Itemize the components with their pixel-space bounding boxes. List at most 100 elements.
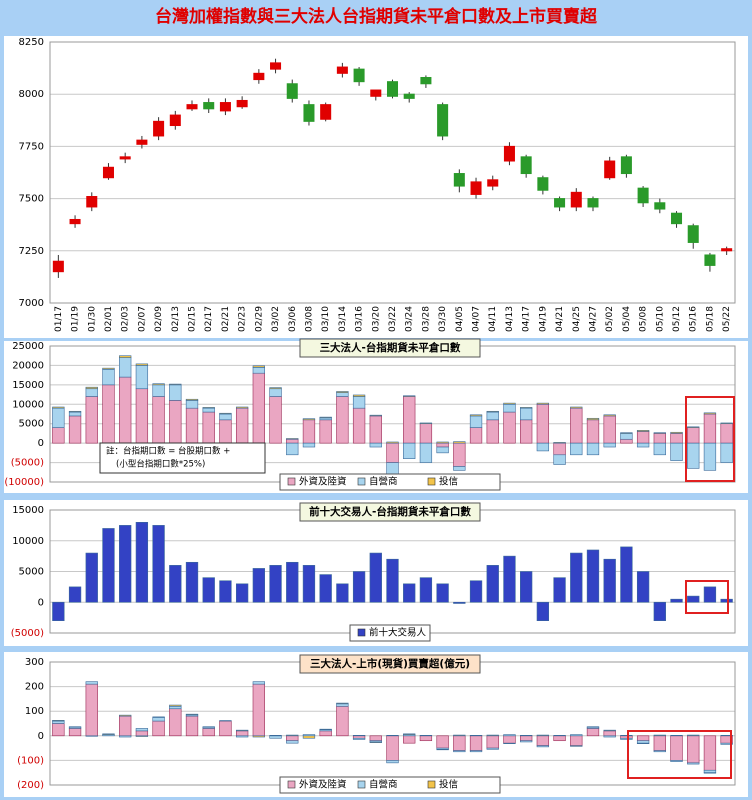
note-text: 註：台指期口數 = 台股期口數 + — [106, 446, 230, 457]
bar — [653, 442, 666, 456]
bar — [636, 735, 650, 742]
bar — [469, 735, 483, 751]
bar — [302, 565, 316, 603]
bar — [68, 728, 82, 737]
bar — [52, 427, 65, 444]
bar — [486, 735, 499, 749]
candle-body — [687, 225, 699, 243]
candle-body — [119, 156, 131, 160]
candle-body — [203, 102, 215, 110]
bar — [453, 734, 466, 737]
note-text: (小型台指期口數*25%) — [116, 459, 205, 470]
bar — [536, 735, 550, 746]
candle-body — [403, 93, 415, 99]
bar — [419, 577, 433, 603]
y-tick-label: 25000 — [12, 341, 44, 352]
bar — [553, 442, 566, 456]
bar — [536, 601, 550, 622]
x-tick-label: 05/12 — [672, 306, 682, 332]
x-tick-label: 01/19 — [71, 306, 81, 332]
bar — [536, 745, 550, 748]
x-tick-label: 04/21 — [555, 306, 565, 332]
bar — [85, 388, 98, 397]
x-tick-label: 02/09 — [154, 306, 164, 332]
bar — [135, 365, 149, 390]
y-tick-label: (200) — [17, 780, 44, 791]
bar — [503, 734, 516, 737]
x-tick-label: 04/25 — [572, 306, 582, 332]
bar — [703, 735, 717, 771]
bar — [720, 442, 733, 463]
bar — [670, 735, 683, 761]
bar — [469, 427, 483, 444]
bar — [135, 730, 149, 737]
bar — [670, 442, 683, 461]
bar — [603, 415, 616, 444]
bar — [202, 728, 215, 737]
bar — [336, 583, 349, 603]
bar — [302, 442, 316, 448]
bar — [386, 760, 399, 764]
bar — [219, 720, 232, 737]
legend-label: 外資及陸資 — [299, 476, 347, 488]
x-tick-label: 04/13 — [505, 306, 515, 332]
bar — [252, 683, 265, 737]
bar — [586, 419, 600, 444]
bar — [286, 734, 299, 737]
candle-body — [537, 177, 549, 191]
candle-body — [671, 212, 683, 225]
bar — [102, 733, 115, 735]
panel — [4, 652, 748, 797]
bar — [336, 703, 349, 707]
y-tick-label: 0 — [38, 731, 44, 742]
bar — [169, 705, 182, 710]
bar — [486, 565, 499, 603]
bar — [419, 423, 433, 444]
panel-title-box — [299, 654, 481, 674]
bar — [436, 442, 449, 448]
x-tick-label: 02/07 — [137, 306, 147, 332]
bar — [202, 577, 215, 603]
bar — [202, 411, 215, 444]
bar — [536, 402, 550, 405]
y-tick-label: 200 — [25, 682, 44, 693]
candle-body — [136, 139, 148, 145]
bar — [486, 734, 499, 737]
bar — [486, 410, 499, 413]
bar — [235, 583, 249, 603]
x-tick-label: 02/03 — [121, 306, 131, 332]
bar — [603, 558, 616, 603]
bar — [687, 595, 700, 603]
bar — [453, 750, 466, 753]
bar — [269, 388, 282, 397]
y-tick-label: 10000 — [12, 536, 44, 547]
bar — [286, 740, 299, 744]
bar — [720, 742, 733, 745]
legend-swatch — [427, 477, 436, 486]
highlight-box — [685, 396, 735, 482]
bar — [169, 383, 182, 386]
x-tick-label: 03/14 — [338, 306, 348, 332]
bar — [135, 363, 149, 366]
candle-body — [353, 68, 365, 83]
bar — [503, 402, 516, 405]
bar — [636, 571, 650, 603]
bar — [52, 601, 65, 622]
candle-body — [437, 104, 449, 137]
x-tick-label: 05/04 — [622, 306, 632, 332]
bar — [687, 442, 700, 469]
candle-body — [370, 89, 382, 97]
bar — [453, 735, 466, 751]
legend-swatch — [357, 477, 366, 486]
x-tick-label: 02/17 — [204, 306, 214, 332]
bar — [85, 396, 98, 444]
candle-body — [721, 248, 733, 252]
candle-body — [303, 104, 315, 122]
bar — [336, 391, 349, 393]
bar — [720, 598, 733, 603]
bar — [720, 423, 733, 444]
legend-swatch — [287, 477, 296, 486]
bar — [520, 740, 533, 743]
legend-swatch — [357, 628, 366, 637]
